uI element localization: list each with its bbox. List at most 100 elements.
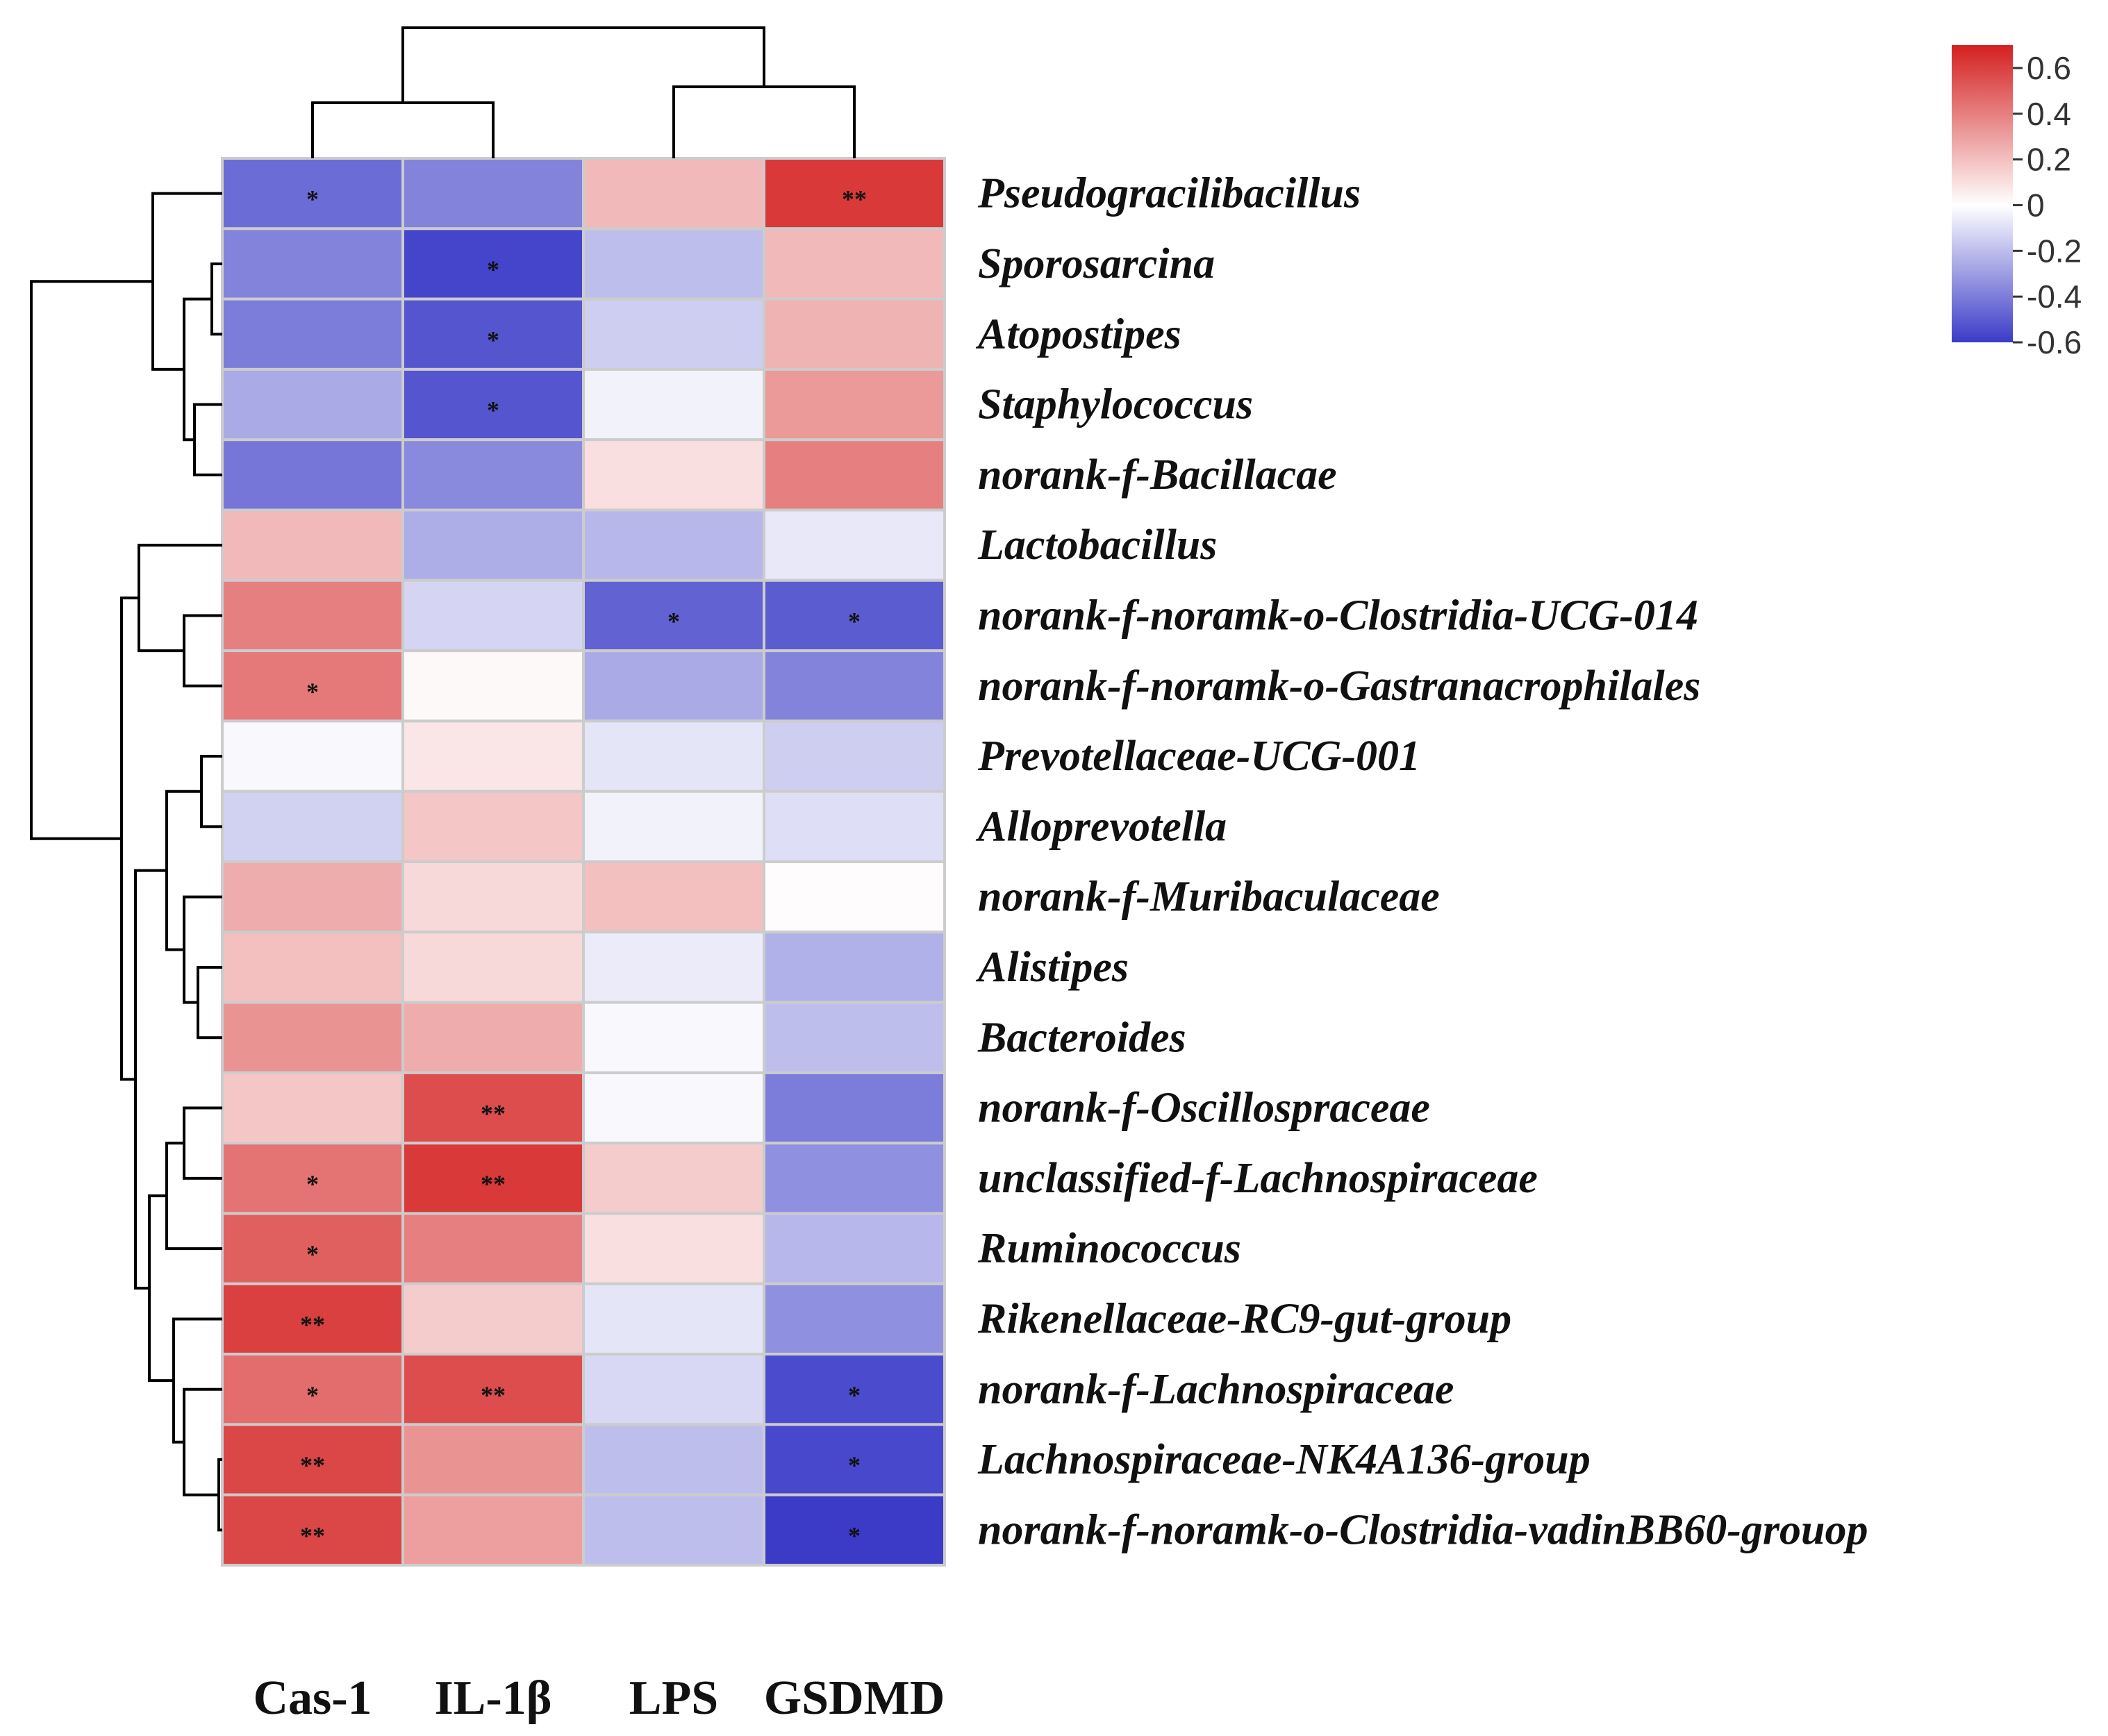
row-label: norank-f-Lachnospiraceae — [978, 1366, 1454, 1413]
heatmap-cell — [221, 297, 404, 371]
heatmap-cell — [763, 1282, 946, 1356]
column-label: GSDMD — [764, 1671, 945, 1725]
row-dendrogram-branch — [148, 1194, 174, 1383]
heatmap-cell — [582, 1071, 765, 1145]
row-label: norank-f-Muribaculaceae — [978, 874, 1440, 921]
row-label: Prevotellaceae-UCG-001 — [977, 733, 1420, 780]
heatmap-cell — [401, 1212, 585, 1285]
row-dendrogram-branch — [200, 755, 222, 828]
row-dendrogram-branch — [183, 297, 212, 442]
heatmap-cell — [582, 930, 765, 1004]
color-bar-tick-label: -0.2 — [2027, 233, 2082, 269]
heatmap-cell — [763, 438, 946, 512]
heatmap-cell — [582, 1353, 765, 1426]
heatmap-cells — [221, 157, 946, 1567]
row-label: norank-f-noramk-o-Clostridia-UCG-014 — [978, 592, 1698, 639]
row-label: Atopostipes — [975, 310, 1181, 358]
heatmap-cell — [221, 860, 404, 934]
heatmap-cell — [582, 1142, 765, 1215]
row-dendrogram-branch — [197, 965, 222, 1040]
heatmap-cell — [401, 1001, 585, 1074]
significance-mark: * — [306, 678, 319, 706]
heatmap-cell — [763, 860, 946, 934]
color-bar — [1952, 45, 2013, 342]
heatmap-cell — [582, 719, 765, 793]
heatmap-cell — [401, 790, 585, 863]
heatmap-cell — [763, 227, 946, 301]
heatmap-cell — [582, 649, 765, 723]
significance-mark: * — [667, 607, 680, 635]
column-label: IL-1β — [434, 1671, 551, 1725]
row-dendrogram-branch — [183, 614, 222, 687]
significance-mark: * — [306, 1240, 319, 1268]
row-label: Pseudogracilibacillus — [977, 170, 1361, 217]
heatmap-cell — [763, 367, 946, 442]
row-label: Ruminococcus — [977, 1225, 1241, 1272]
heatmap-cell — [221, 508, 404, 582]
heatmap-cell — [401, 719, 585, 793]
heatmap-cell — [763, 1142, 946, 1215]
significance-marks: * ****** ***** ****** ** *** *** * — [300, 185, 867, 1550]
column-labels: Cas-1 IL-1β LPS GSDMD — [253, 1671, 945, 1725]
color-bar-tick-label: -0.6 — [2027, 324, 2082, 360]
heatmap-cell — [221, 367, 404, 442]
significance-mark: ** — [300, 1310, 325, 1338]
heatmap-cell — [221, 1212, 404, 1285]
column-dendrogram-branch — [672, 85, 856, 158]
column-dendrogram-branch — [401, 26, 765, 103]
heatmap-cell — [763, 297, 946, 371]
heatmap-cell — [582, 1001, 765, 1074]
significance-mark: ** — [481, 1381, 506, 1409]
significance-mark: * — [487, 256, 499, 283]
row-label: unclassified-f-Lachnospiraceae — [978, 1155, 1538, 1202]
heatmap-cell — [582, 157, 765, 231]
color-bar-tick-label: 0.2 — [2027, 142, 2071, 178]
color-scale-legend: 0.6 0.4 0.2 0 -0.2 -0.4 -0.6 — [1952, 45, 2082, 360]
row-dendrogram-branch — [183, 1387, 222, 1496]
heatmap-cell — [401, 1423, 585, 1496]
heatmap-cell — [763, 1001, 946, 1074]
heatmap-cell — [221, 578, 404, 653]
heatmap-cell — [763, 508, 946, 582]
significance-mark: * — [848, 1381, 861, 1409]
heatmap-cell — [763, 930, 946, 1004]
heatmap-cell — [221, 930, 404, 1004]
significance-mark: * — [848, 1451, 861, 1479]
row-dendrogram-branch — [165, 1142, 222, 1251]
column-dendrogram-branch — [311, 101, 495, 158]
significance-mark: ** — [481, 1170, 506, 1198]
row-dendrogram-branch — [134, 869, 167, 1290]
heatmap-cell — [401, 508, 585, 582]
heatmap-cell — [221, 1353, 404, 1426]
heatmap-cell — [582, 790, 765, 863]
heatmap-cell — [401, 157, 585, 231]
heatmap-cell — [582, 1423, 765, 1496]
significance-mark: ** — [300, 1451, 325, 1479]
heatmap-cell — [221, 719, 404, 793]
heatmap-cell — [582, 438, 765, 512]
heatmap-cell — [401, 649, 585, 723]
heatmap-cell — [763, 1212, 946, 1285]
significance-mark: * — [848, 1521, 861, 1549]
significance-mark: ** — [300, 1521, 325, 1549]
heatmap-cell — [763, 157, 946, 231]
heatmap-cell — [221, 790, 404, 863]
row-labels: Pseudogracilibacillus Sporosarcina Atopost… — [975, 170, 1868, 1554]
row-label: Staphylococcus — [978, 381, 1253, 428]
heatmap-cell — [401, 1493, 585, 1567]
column-label: LPS — [629, 1671, 718, 1725]
significance-mark: * — [306, 1170, 319, 1198]
heatmap-cell — [763, 1423, 946, 1496]
heatmap-cell — [582, 860, 765, 934]
heatmap-cell — [582, 297, 765, 371]
significance-mark: * — [487, 326, 499, 353]
heatmap-cell — [763, 790, 946, 863]
heatmap-cell — [582, 367, 765, 442]
row-label: norank-f-Oscillospraceae — [978, 1085, 1430, 1132]
color-bar-tick-label: -0.4 — [2027, 278, 2082, 315]
heatmap-cell — [763, 1493, 946, 1567]
color-bar-tick-label: 0.4 — [2027, 96, 2071, 132]
heatmap-cell — [582, 578, 765, 653]
